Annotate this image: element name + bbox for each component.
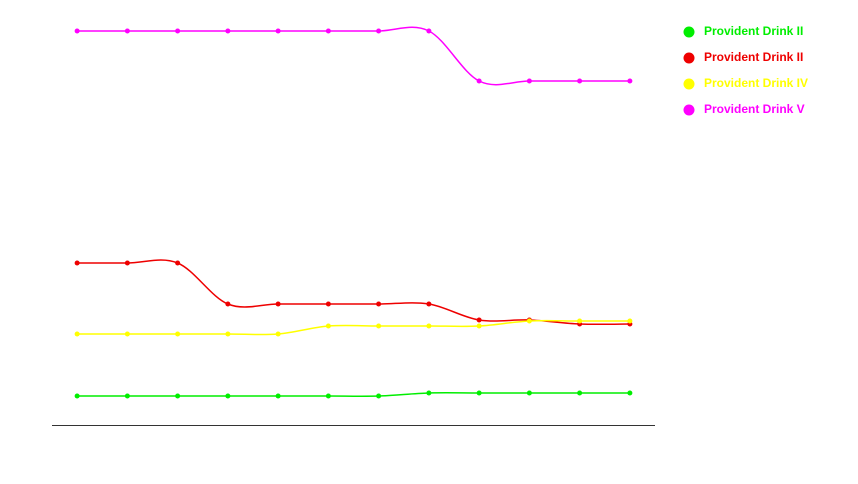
legend-label: Provident Drink II (704, 24, 803, 38)
data-point (426, 323, 432, 329)
data-point (627, 318, 633, 324)
legend-marker (683, 78, 695, 90)
data-point (376, 301, 382, 307)
data-point (275, 301, 281, 307)
data-point (225, 301, 231, 307)
data-point (124, 331, 130, 337)
data-point (476, 323, 482, 329)
data-point (225, 331, 231, 337)
data-point (627, 78, 633, 84)
data-point (577, 78, 583, 84)
data-point (74, 331, 80, 337)
data-point (124, 393, 130, 399)
data-point (426, 301, 432, 307)
series-line (77, 319, 630, 336)
data-point (325, 323, 331, 329)
data-point (526, 318, 532, 324)
data-point (526, 390, 532, 396)
legend-label: Provident Drink II (704, 50, 803, 64)
data-point (526, 78, 532, 84)
series-line (77, 259, 630, 326)
legend-marker (683, 52, 695, 64)
legend-label: Provident Drink V (704, 102, 805, 116)
data-point (175, 331, 181, 337)
data-point (275, 331, 281, 337)
data-point (74, 393, 80, 399)
data-point (376, 323, 382, 329)
data-point (325, 301, 331, 307)
data-point (175, 393, 181, 399)
data-point (426, 28, 432, 34)
data-point (74, 28, 80, 34)
data-point (476, 78, 482, 84)
data-point (175, 28, 181, 34)
data-point (225, 393, 231, 399)
data-point (325, 28, 331, 34)
data-point (577, 390, 583, 396)
data-point (275, 393, 281, 399)
data-point (476, 390, 482, 396)
data-point (225, 28, 231, 34)
data-point (325, 393, 331, 399)
data-point (124, 260, 130, 266)
series-line (77, 392, 630, 397)
data-point (124, 28, 130, 34)
data-point (74, 260, 80, 266)
data-point (426, 390, 432, 396)
data-point (376, 28, 382, 34)
series-line (77, 26, 630, 86)
data-point (275, 28, 281, 34)
data-point (376, 393, 382, 399)
data-point (175, 260, 181, 266)
data-point (577, 318, 583, 324)
legend-label: Provident Drink IV (704, 76, 808, 90)
legend-marker (683, 104, 695, 116)
data-point (627, 390, 633, 396)
legend-marker (683, 26, 695, 38)
data-point (476, 317, 482, 323)
